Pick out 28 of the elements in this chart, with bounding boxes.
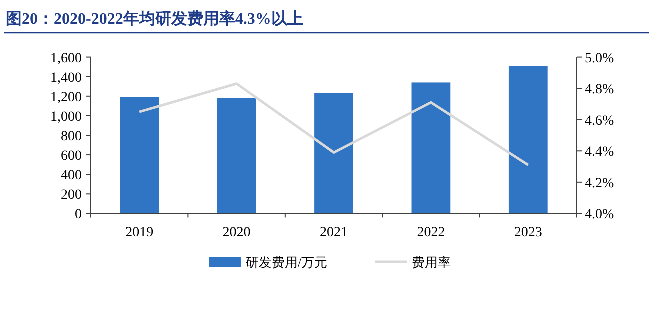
legend-label: 费用率 bbox=[412, 255, 451, 270]
x-tick-label: 2019 bbox=[126, 226, 154, 241]
title: 图20：2020-2022年均研发费用率4.3%以上 bbox=[6, 11, 304, 28]
y-tick-label: 800 bbox=[61, 130, 82, 144]
y2-tick-label: 4.0% bbox=[585, 208, 614, 223]
y2-tick-label: 4.6% bbox=[585, 114, 614, 129]
y2-tick-label: 4.4% bbox=[585, 145, 614, 160]
y-tick-label: 400 bbox=[61, 168, 82, 184]
bar bbox=[120, 97, 160, 214]
bar bbox=[508, 66, 548, 214]
bar bbox=[217, 98, 256, 214]
legend-label: 研发费用/万元 bbox=[246, 255, 328, 270]
y-tick-label: 1,000 bbox=[50, 110, 82, 125]
bar bbox=[412, 82, 451, 214]
y-tick-label: 1,600 bbox=[50, 51, 82, 66]
y-tick-label: 600 bbox=[61, 149, 82, 164]
y2-tick-label: 4.2% bbox=[585, 176, 614, 192]
x-tick-label: 2022 bbox=[417, 226, 446, 241]
y-tick-label: 0 bbox=[75, 208, 82, 223]
x-tick-label: 2020 bbox=[222, 226, 251, 241]
y-tick-label: 200 bbox=[61, 188, 82, 204]
x-tick-label: 2021 bbox=[320, 226, 348, 241]
y-tick-label: 1,400 bbox=[50, 70, 82, 86]
y2-tick-label: 5.0% bbox=[585, 51, 614, 66]
y2-tick-label: 4.8% bbox=[585, 82, 614, 98]
y-tick-label: 1,200 bbox=[50, 90, 82, 106]
bar bbox=[314, 93, 354, 214]
x-tick-label: 2023 bbox=[514, 226, 542, 241]
